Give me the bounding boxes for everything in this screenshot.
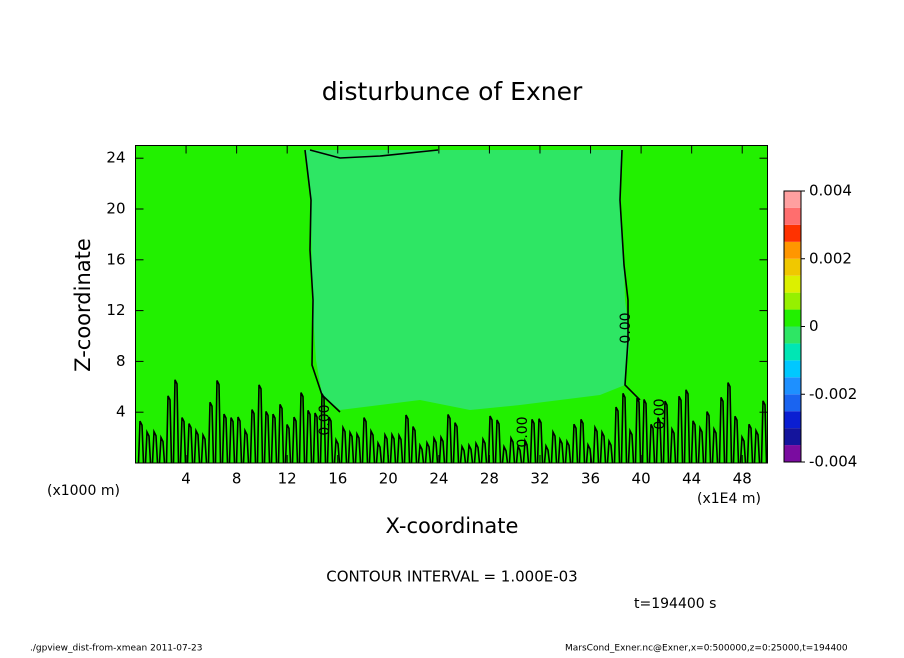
footer-right: MarsCond_Exner.nc@Exner,x=0:500000,z=0:2…	[565, 644, 848, 654]
colorbar-band	[784, 275, 801, 293]
x-tick-label: 44	[682, 470, 701, 488]
x-scale-label: (x1E4 m)	[697, 491, 761, 507]
colorbar-tick-label: -0.004	[809, 453, 857, 471]
contour-interval: CONTOUR INTERVAL = 1.000E-03	[326, 568, 577, 586]
contour-label: 0.00	[652, 398, 668, 429]
y-tick-label: 8	[116, 352, 126, 370]
colorbar-band	[784, 411, 801, 429]
colorbar-band	[784, 360, 801, 378]
contour-label: 0.00	[618, 312, 634, 343]
chart-title: disturbunce of Exner	[322, 77, 583, 106]
x-tick-label: 28	[480, 470, 499, 488]
x-tick-label: 40	[632, 470, 651, 488]
y-tick-label: 12	[106, 301, 125, 319]
x-tick-label: 16	[328, 470, 347, 488]
x-tick-label: 4	[181, 470, 191, 488]
colorbar-band	[784, 224, 801, 242]
colorbar-tick-label: 0	[809, 317, 819, 335]
x-tick-label: 20	[379, 470, 398, 488]
colorbar-band	[784, 343, 801, 361]
x-tick-label: 24	[429, 470, 448, 488]
field: 0.00 0.00 0.00 0.00	[135, 145, 768, 464]
colorbar-tick-label: -0.002	[809, 385, 857, 403]
colorbar-band	[784, 428, 801, 446]
x-tick-label: 8	[232, 470, 242, 488]
x-tick-label: 36	[581, 470, 600, 488]
y-tick-label: 20	[106, 200, 125, 218]
contour-label: 0.00	[317, 404, 333, 435]
y-axis-label: Z-coordinate	[71, 238, 95, 372]
x-unit-label: (x1000 m)	[47, 483, 120, 499]
colorbar-tick-label: 0.002	[809, 249, 852, 267]
colorbar-band	[784, 445, 801, 462]
colorbar-band	[784, 207, 801, 225]
y-tick-label: 24	[106, 149, 125, 167]
x-tick-label: 12	[278, 470, 297, 488]
y-tick-label: 16	[106, 250, 125, 268]
contour-label: 0.00	[515, 416, 531, 447]
colorbar-band	[784, 394, 801, 412]
time-label: t=194400 s	[634, 596, 716, 612]
colorbar-band	[784, 292, 801, 310]
y-tick-label: 4	[116, 403, 126, 421]
colorbar-band	[784, 326, 801, 344]
colorbar-band	[784, 191, 801, 208]
contour-line	[137, 379, 768, 464]
x-axis-label: X-coordinate	[386, 514, 519, 538]
colorbar-band	[784, 241, 801, 259]
field-negative	[305, 150, 630, 410]
contour-line	[304, 149, 641, 413]
x-tick-label: 48	[733, 470, 752, 488]
colorbar-tick-label: 0.004	[809, 182, 852, 200]
colorbar-band	[784, 258, 801, 276]
colorbar-band	[784, 377, 801, 395]
footer-left: ./gpview_dist-from-xmean 2011-07-23	[30, 644, 202, 654]
colorbar-band	[784, 309, 801, 327]
x-tick-label: 32	[530, 470, 549, 488]
plot-frame	[135, 145, 768, 464]
